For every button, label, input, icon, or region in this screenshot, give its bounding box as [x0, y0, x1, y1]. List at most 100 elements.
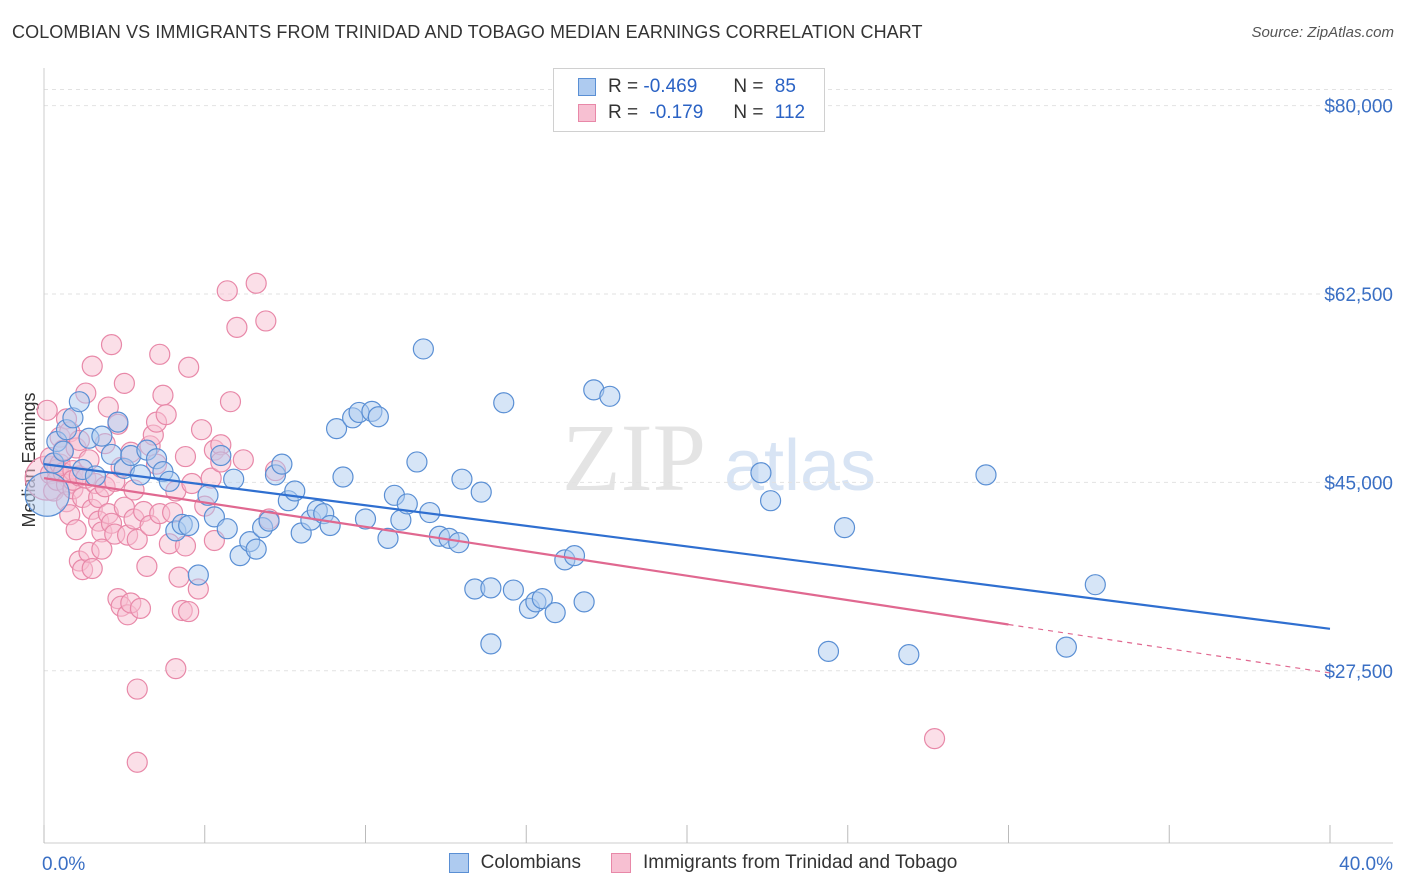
colombians-point: [367, 406, 389, 428]
legend-swatch-pink: [610, 853, 631, 873]
colombians-point: [470, 481, 492, 503]
x-tick-label-min: 0.0%: [42, 854, 85, 875]
gridlines: [44, 89, 1393, 672]
legend-row-trinidad-tobago: R = -0.179 N = 112: [578, 100, 805, 126]
colombians-point: [451, 468, 473, 490]
colombians-point: [325, 417, 348, 440]
series-colombians-points: [24, 338, 1106, 666]
colombians-point: [563, 545, 586, 567]
colombians-point: [216, 518, 238, 540]
trinidad-tobago-point: [245, 272, 267, 294]
x-tick-label-max: 40.0%: [1339, 854, 1393, 875]
colombians-point: [377, 527, 399, 549]
legend-item-colombians[interactable]: Colombians: [448, 852, 581, 874]
y-tick-labels: $27,500 $45,000 $62,500 $80,000: [1324, 97, 1393, 683]
colombians-point: [332, 466, 354, 488]
colombians-point: [223, 468, 245, 490]
trinidad-tobago-point: [97, 396, 119, 418]
trinidad-tobago-point: [149, 343, 171, 365]
colombians-point: [480, 577, 502, 599]
legend-swatch-blue: [578, 78, 596, 96]
legend-label-trinidad-tobago: Immigrants from Trinidad and Tobago: [642, 852, 958, 873]
trinidad-tobago-point: [136, 555, 158, 577]
legend-swatch-blue: [448, 853, 469, 873]
legend-r-value: -0.469: [643, 76, 698, 97]
series-legend: Colombians Immigrants from Trinidad and …: [0, 852, 1406, 874]
legend-n-label: N =: [733, 76, 764, 97]
colombians-point: [91, 425, 113, 447]
colombians-point: [502, 579, 524, 601]
trinidad-tobago-point: [81, 557, 103, 580]
trinidad-tobago-point: [36, 399, 58, 421]
watermark-zip: ZIP: [562, 404, 706, 511]
legend-item-trinidad-tobago[interactable]: Immigrants from Trinidad and Tobago: [610, 852, 958, 874]
y-tick-label: $80,000: [1324, 97, 1393, 118]
legend-r-label: R =: [608, 102, 639, 123]
colombians-point: [412, 338, 434, 360]
colombians-point: [493, 392, 515, 414]
legend-n-value: 112: [774, 102, 806, 123]
chart-title: COLOMBIAN VS IMMIGRANTS FROM TRINIDAD AN…: [12, 22, 923, 42]
legend-row-colombians: R = -0.469 N = 85: [578, 74, 796, 100]
trinidad-tobago-point: [923, 727, 946, 750]
colombians-point: [354, 508, 377, 530]
trinidad-tobago-point: [226, 316, 248, 339]
colombians-point: [210, 444, 232, 467]
colombians-point: [1084, 574, 1106, 596]
colombians-point: [544, 602, 566, 624]
trinidad-tobago-point: [81, 355, 103, 377]
x-ticks: [43, 825, 1331, 843]
trinidad-tobago-point: [126, 528, 148, 551]
colombians-point: [68, 391, 90, 413]
trinidad-tobago-point: [190, 419, 213, 441]
series-trinidad-tobago-points: [24, 272, 946, 773]
colombians-point: [817, 640, 840, 663]
legend-swatch-pink: [578, 104, 596, 122]
colombians-point: [1055, 636, 1077, 658]
trend-lines: [43, 463, 1331, 674]
legend-r-label: R =: [608, 76, 639, 97]
colombians-point: [898, 644, 920, 666]
colombians-point: [406, 451, 428, 473]
colombians-point: [599, 385, 621, 407]
trinidad-tobago-point: [126, 678, 148, 700]
colombians-point: [319, 514, 341, 537]
colombians-point: [833, 517, 856, 539]
trinidad-tobago-point: [178, 356, 200, 378]
trinidad-tobago-point: [113, 372, 135, 394]
colombians-point: [573, 591, 595, 613]
watermark: ZIP atlas: [562, 404, 876, 511]
source-attribution: Source: ZipAtlas.com: [1251, 24, 1394, 41]
correlation-legend: R = -0.469 N = 85 R = -0.179 N = 112: [553, 68, 825, 132]
colombians-point: [759, 490, 782, 512]
trinidad-tobago-point: [255, 310, 277, 332]
legend-r-value: -0.179: [649, 102, 704, 123]
trinidad-tobago-point: [174, 445, 197, 468]
legend-label-colombians: Colombians: [480, 852, 581, 873]
colombians-point: [24, 471, 70, 517]
trinidad-tobago-point: [178, 600, 200, 623]
colombians-point: [750, 462, 772, 484]
legend-n-value: 85: [774, 76, 796, 97]
colombians-point: [531, 588, 553, 610]
colombians-point: [480, 633, 502, 655]
trinidad-tobago-point: [232, 449, 254, 471]
trinidad-tobago-point: [91, 538, 113, 560]
trinidad-tobago-point: [152, 384, 174, 406]
trinidad-tobago-point: [65, 519, 87, 541]
y-tick-label: $27,500: [1324, 662, 1393, 683]
colombians-point: [187, 564, 209, 586]
colombians-point: [178, 514, 200, 537]
trinidad-tobago-point: [126, 751, 148, 773]
y-tick-label: $45,000: [1324, 473, 1393, 494]
trinidad-tobago-trend-extension: [1008, 623, 1331, 674]
trinidad-tobago-point: [219, 391, 242, 413]
colombians-point: [271, 453, 293, 475]
trinidad-tobago-point: [100, 334, 123, 356]
trinidad-tobago-point: [155, 403, 177, 426]
colombians-point: [975, 464, 997, 486]
colombians-point: [52, 440, 74, 462]
watermark-atlas: atlas: [724, 426, 876, 506]
colombians-trend-line: [43, 463, 1331, 630]
